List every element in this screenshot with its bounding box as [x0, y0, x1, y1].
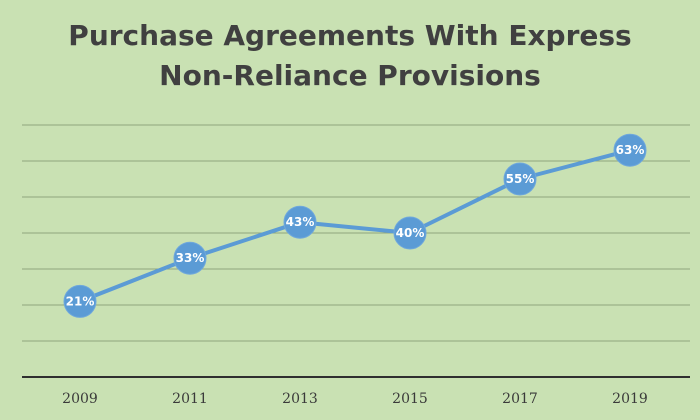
series-line	[78, 148, 632, 304]
x-tick-label: 2011	[172, 391, 208, 407]
data-point-marker	[283, 205, 317, 239]
data-point-marker	[503, 162, 537, 196]
x-tick-label: 2009	[62, 391, 98, 407]
data-label: 40%	[396, 226, 425, 240]
data-point-marker	[173, 241, 207, 275]
data-label: 33%	[176, 251, 205, 265]
data-label: 21%	[66, 294, 95, 308]
data-point-marker	[393, 216, 427, 250]
data-label: 63%	[616, 143, 645, 157]
chart-title: Purchase Agreements With Express Non-Rel…	[0, 16, 700, 96]
data-point-marker	[613, 133, 647, 167]
data-point-marker	[63, 284, 97, 318]
x-tick-label: 2017	[502, 391, 538, 407]
chart-title-line-2: Non-Reliance Provisions	[159, 59, 541, 92]
x-tick-label: 2015	[392, 391, 428, 407]
x-tick-label: 2019	[612, 391, 648, 407]
chart-title-line-1: Purchase Agreements With Express	[68, 19, 632, 52]
x-tick-label: 2013	[282, 391, 318, 407]
data-label: 43%	[286, 215, 315, 229]
data-label: 55%	[506, 172, 535, 186]
